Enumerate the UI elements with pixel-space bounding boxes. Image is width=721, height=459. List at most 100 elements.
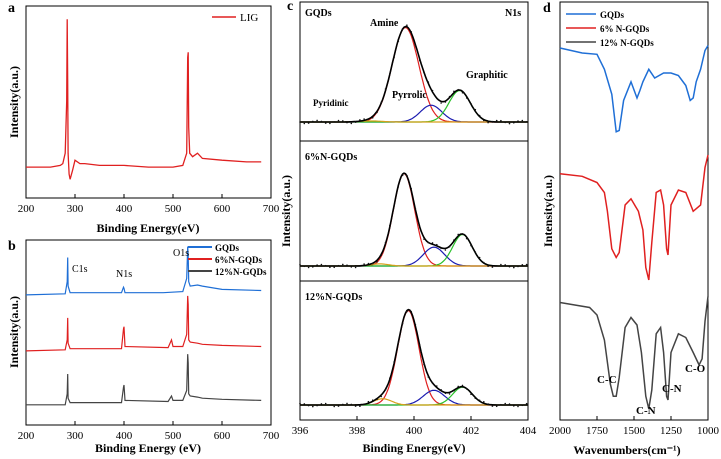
panel-a-legend-label: LIG	[240, 12, 258, 24]
panel-c-2-point-0	[299, 263, 301, 266]
panel-c-1-point-129	[483, 119, 485, 122]
panel-b-series-0	[25, 246, 262, 296]
panel-c-3-point-60	[384, 389, 387, 391]
panel-c-1-point-138	[495, 119, 498, 122]
panel-c-3-point-96	[436, 385, 438, 387]
panel-b: b 200 300 400 500 600 700 Binding Energy (eV)…	[7, 239, 280, 455]
panel-b-series-1	[25, 295, 262, 352]
panel-c-3-point-123	[474, 397, 477, 400]
panel-b-x-tick-label-5: 700	[263, 430, 280, 442]
panel-c-3-point-39	[354, 405, 357, 407]
panel-c-2-point-30	[342, 263, 344, 266]
panel-c-2-component-1	[300, 246, 528, 267]
panel-c-1-point-144	[504, 121, 507, 124]
panel-c-3-component-1	[300, 389, 528, 406]
panel-c-3-point-33	[346, 402, 348, 405]
panel-c-1-point-27	[337, 119, 340, 122]
panel-c-title-2: 6%N-GQDs	[305, 152, 357, 163]
panel-c-1-point-15	[320, 120, 323, 123]
panel-c-2-point-66	[393, 204, 395, 207]
panel-c-3-point-102	[444, 392, 447, 395]
panel-b-x-tick-label-2: 400	[116, 430, 133, 442]
panel-c-2-component-0	[300, 172, 528, 267]
panel-c-1-point-99	[440, 102, 442, 104]
panel-c-2-point-15	[320, 263, 323, 266]
panel-b-annotation-o1s: O1s	[173, 248, 189, 259]
panel-b-x-tick-label-0: 200	[18, 430, 35, 442]
panel-c-3-point-75	[406, 310, 408, 313]
panel-c-2-point-42	[359, 265, 361, 267]
panel-c-x-ticks: 396 398 400 402 404	[292, 416, 537, 437]
panel-c-1-point-93	[431, 89, 434, 92]
panel-c-xlabel: Binding Energy(eV)	[362, 441, 465, 455]
panel-c-3-point-45	[363, 403, 365, 406]
panel-c-1-point-141	[500, 119, 502, 122]
panel-c-2-point-57	[380, 254, 383, 256]
panel-c-2-point-45	[363, 263, 365, 265]
panel-c-3-point-18	[324, 402, 327, 405]
panel-c-1-point-9	[312, 120, 314, 123]
panel-a-x-tick-label-2: 400	[116, 203, 133, 215]
panel-d-x-tick-label-0: 2000	[549, 425, 572, 437]
panel-d-frame	[559, 1, 709, 421]
panel-c-1-envelope	[300, 25, 528, 123]
panel-c-3-point-147	[508, 403, 511, 405]
panel-c-2-point-51	[371, 262, 374, 265]
panel-c-1-point-33	[346, 121, 348, 124]
panel-c-frame	[299, 1, 529, 421]
panel-d-legend-label-2: 12% N-GQDs	[600, 38, 654, 48]
panel-c-2-point-132	[487, 265, 489, 267]
panel-c-2-point-6	[307, 266, 310, 269]
panel-c-2-point-120	[470, 244, 472, 247]
panel-c-3-point-129	[483, 401, 485, 403]
panel-c-1-point-69	[397, 40, 400, 42]
panel-c-3-point-138	[495, 405, 498, 408]
panel-d-ylabel: Intensity(a.u.)	[541, 175, 555, 247]
panel-c-1-point-75	[406, 24, 408, 27]
panel-a-xlabel: Binding Energy(eV)	[96, 221, 199, 235]
panel-a: a 200 300 400 500 600 700 Binding Energy(eV) …	[7, 1, 280, 235]
panel-c-3-point-153	[517, 405, 519, 408]
panel-c-3-point-57	[380, 395, 383, 398]
panel-c-1-point-39	[354, 121, 357, 123]
panel-c-3-point-27	[337, 405, 340, 407]
panel-c-3-point-135	[491, 405, 494, 407]
panel-d-series-2	[559, 296, 709, 409]
panel-c-2-point-78	[410, 187, 413, 190]
panel-c-1-point-12	[316, 119, 318, 122]
panel-c-1-point-84	[418, 59, 421, 62]
panel-c-3-point-30	[342, 403, 344, 406]
panel-c-1-point-105	[448, 95, 451, 98]
panel-d-x-tick-label-4: 1000	[697, 425, 720, 437]
panel-c-3-point-126	[478, 399, 481, 402]
panel-d-x-ticks: 2000 1750 1500 1250 1000	[549, 416, 720, 437]
panel-c-2-point-69	[397, 186, 400, 188]
panel-c-3-point-66	[393, 361, 395, 363]
panel-c-1-point-6	[307, 122, 310, 124]
panel-d-x-tick-label-3: 1250	[660, 425, 683, 437]
panel-c-3-point-120	[470, 393, 472, 396]
panel-c-1-point-42	[359, 119, 361, 121]
panel-c-2-component-2	[300, 233, 528, 267]
panel-c-3-point-150	[513, 405, 515, 407]
panel-c-3-point-156	[521, 404, 524, 407]
panel-c-2-point-138	[495, 265, 498, 267]
panel-c-3-point-141	[500, 403, 502, 406]
panel-c-1-point-36	[350, 122, 353, 125]
panel-b-legend-label-1: 6%N-GQDs	[215, 255, 262, 265]
panel-c-3-point-114	[461, 384, 464, 387]
panel-c-1-point-78	[410, 31, 413, 33]
panel-c-3-point-132	[487, 403, 489, 405]
panel-c-3-point-81	[414, 323, 417, 326]
panel-d-annotation-cn-2: C-N	[662, 383, 682, 395]
panel-c-3-point-144	[504, 402, 507, 405]
panel-c-2-point-63	[389, 224, 391, 227]
panel-c-1-point-48	[367, 118, 370, 120]
panel-c-3-point-117	[465, 388, 468, 390]
panel-c-2-point-54	[376, 261, 378, 263]
panel-d: d 2000 1750 1500 1250 1000 Wavenumbers(cm⁻¹)…	[541, 1, 720, 457]
panel-c-x-tick-label-3: 402	[463, 425, 480, 437]
panel-c-1-point-111	[457, 88, 460, 91]
panel-c-2-point-87	[423, 238, 425, 240]
panel-c-2-point-111	[457, 233, 460, 236]
